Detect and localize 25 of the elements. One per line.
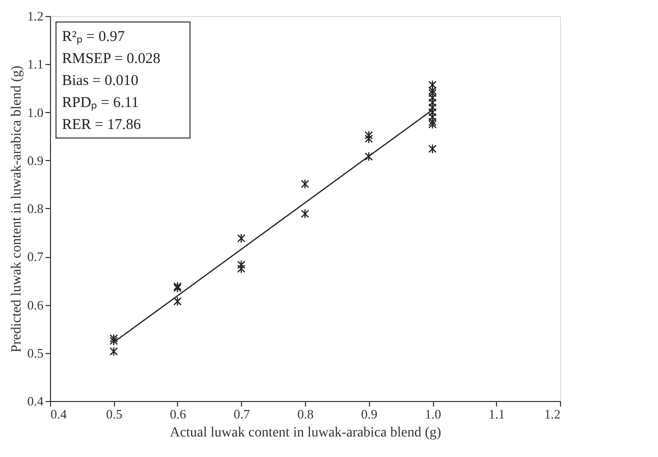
y-tick-label: 0.5 bbox=[27, 345, 44, 360]
y-axis-title: Predicted luwak content in luwak-arabica blend (g) bbox=[9, 65, 24, 352]
x-tick-label: 0.7 bbox=[234, 406, 250, 422]
x-tick-label: 0.8 bbox=[297, 406, 314, 422]
x-tick-label: 0.9 bbox=[361, 406, 378, 422]
y-tick-label: 0.9 bbox=[27, 152, 44, 168]
x-tick-label: 1.2 bbox=[544, 406, 560, 422]
annotation: RER = 17.86 bbox=[62, 117, 142, 133]
x-tick-label: 0.6 bbox=[170, 406, 187, 422]
y-tick-label: 1.0 bbox=[27, 104, 44, 120]
x-tick-label: 0.5 bbox=[106, 406, 122, 422]
annotation: RMSEP = 0.028 bbox=[62, 51, 160, 67]
y-tick-label: 1.1 bbox=[27, 56, 44, 72]
annotation: R²ₚ = 0.97 bbox=[62, 29, 126, 45]
x-tick-label: 1.0 bbox=[424, 406, 442, 422]
x-axis-title: Actual luwak content in luwak-arabica blend (g) bbox=[170, 426, 442, 440]
annotation: RPDₚ = 6.11 bbox=[62, 95, 139, 111]
y-tick-label: 1.2 bbox=[27, 8, 44, 24]
y-tick-label: 0.4 bbox=[27, 394, 44, 408]
x-tick-label: 0.4 bbox=[50, 406, 68, 422]
y-tick-label: 0.7 bbox=[27, 249, 44, 264]
x-tick-label: 1.1 bbox=[488, 406, 505, 422]
y-tick-label: 0.8 bbox=[27, 201, 44, 216]
annotation: Bias = 0.010 bbox=[62, 73, 138, 89]
y-tick-label: 0.6 bbox=[27, 297, 44, 312]
